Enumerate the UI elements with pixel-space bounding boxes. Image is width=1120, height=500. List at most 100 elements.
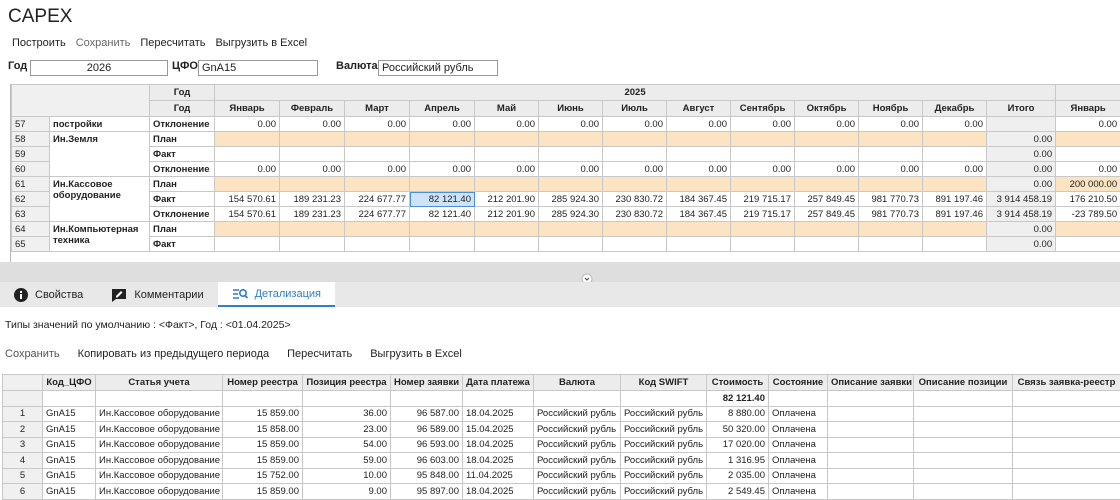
toolbar-button[interactable]: Выгрузить в Excel	[370, 348, 462, 360]
value-cell[interactable]	[538, 146, 603, 162]
detail-cell[interactable]: Ин.Кассовое оборудование	[95, 436, 223, 453]
value-cell[interactable]: 0.00	[409, 161, 475, 177]
value-cell[interactable]	[858, 176, 923, 192]
detail-cell[interactable]: Российский рубль	[620, 436, 707, 453]
value-cell[interactable]	[409, 131, 475, 147]
detail-cell[interactable]: Российский рубль	[620, 421, 707, 438]
detail-cell[interactable]: 11.04.2025	[462, 467, 534, 484]
value-cell[interactable]	[344, 236, 410, 252]
detail-cell[interactable]	[1012, 436, 1120, 453]
detail-cell[interactable]: 8 880.00	[706, 405, 769, 422]
detail-cell[interactable]	[827, 405, 914, 422]
value-cell[interactable]: 981 770.73	[858, 191, 923, 207]
value-cell[interactable]	[922, 131, 987, 147]
value-cell[interactable]: 891 197.46	[922, 191, 987, 207]
value-cell[interactable]: 257 849.45	[794, 206, 859, 222]
detail-cell[interactable]: 15 859.00	[222, 452, 303, 469]
value-cell[interactable]: 0.00	[666, 161, 731, 177]
toolbar-button[interactable]: Построить	[12, 37, 66, 49]
toolbar-button[interactable]: Выгрузить в Excel	[215, 37, 308, 49]
value-cell[interactable]: 200 000.00	[1055, 176, 1120, 192]
detail-cell[interactable]: Российский рубль	[533, 452, 621, 469]
detail-cell[interactable]: 95 897.00	[390, 483, 463, 500]
value-cell[interactable]: 219 715.17	[730, 191, 795, 207]
value-cell[interactable]	[858, 131, 923, 147]
value-cell[interactable]	[538, 131, 603, 147]
value-cell[interactable]	[602, 176, 667, 192]
value-cell[interactable]: 0.00	[1055, 161, 1120, 177]
value-cell[interactable]	[474, 131, 539, 147]
value-cell[interactable]: 154 570.61	[214, 191, 280, 207]
value-cell[interactable]	[858, 146, 923, 162]
value-cell[interactable]	[602, 221, 667, 237]
value-cell[interactable]: 0.00	[538, 116, 603, 132]
detail-cell[interactable]: 2 549.45	[706, 483, 769, 500]
value-cell[interactable]: 82 121.40	[409, 191, 475, 207]
detail-cell[interactable]	[827, 483, 914, 500]
detail-cell[interactable]: Ин.Кассовое оборудование	[95, 467, 223, 484]
detail-cell[interactable]: Российский рубль	[620, 452, 707, 469]
detail-cell[interactable]: Оплачена	[768, 436, 828, 453]
value-cell[interactable]	[409, 146, 475, 162]
value-cell[interactable]	[279, 221, 345, 237]
value-cell[interactable]	[474, 221, 539, 237]
value-cell[interactable]	[1055, 131, 1120, 147]
detail-cell[interactable]: Российский рубль	[533, 421, 621, 438]
value-cell[interactable]: 891 197.46	[922, 206, 987, 222]
detail-cell[interactable]: 15.04.2025	[462, 421, 534, 438]
value-cell[interactable]: 189 231.23	[279, 206, 345, 222]
detail-cell[interactable]: 15 858.00	[222, 421, 303, 438]
detail-cell[interactable]: Оплачена	[768, 405, 828, 422]
value-cell[interactable]	[602, 236, 667, 252]
detail-cell[interactable]: 96 603.00	[390, 452, 463, 469]
detail-cell[interactable]: 59.00	[302, 452, 391, 469]
value-cell[interactable]	[730, 146, 795, 162]
detail-cell[interactable]: GnA15	[42, 452, 96, 469]
value-cell[interactable]: 0.00	[858, 161, 923, 177]
value-cell[interactable]: 184 367.45	[666, 206, 731, 222]
detail-cell[interactable]	[913, 421, 1013, 438]
value-cell[interactable]: 224 677.77	[344, 191, 410, 207]
detail-cell[interactable]: Ин.Кассовое оборудование	[95, 421, 223, 438]
detail-cell[interactable]: 18.04.2025	[462, 436, 534, 453]
value-cell[interactable]: 0.00	[279, 116, 345, 132]
detail-cell[interactable]	[827, 467, 914, 484]
value-cell[interactable]	[730, 221, 795, 237]
value-cell[interactable]	[794, 221, 859, 237]
value-cell[interactable]	[794, 236, 859, 252]
detail-cell[interactable]: 96 587.00	[390, 405, 463, 422]
value-cell[interactable]: 82 121.40	[409, 206, 475, 222]
year-input[interactable]: 2026	[30, 60, 168, 76]
detail-cell[interactable]: Российский рубль	[533, 467, 621, 484]
detail-cell[interactable]	[913, 436, 1013, 453]
detail-cell[interactable]: Ин.Кассовое оборудование	[95, 405, 223, 422]
value-cell[interactable]	[602, 131, 667, 147]
value-cell[interactable]	[666, 131, 731, 147]
detail-cell[interactable]: 23.00	[302, 421, 391, 438]
splitter[interactable]	[0, 262, 1120, 285]
value-cell[interactable]	[666, 146, 731, 162]
detail-cell[interactable]: GnA15	[42, 467, 96, 484]
value-cell[interactable]	[922, 221, 987, 237]
value-cell[interactable]	[730, 176, 795, 192]
value-cell[interactable]: 0.00	[666, 116, 731, 132]
value-cell[interactable]	[474, 146, 539, 162]
value-cell[interactable]: 0.00	[602, 161, 667, 177]
value-cell[interactable]	[538, 236, 603, 252]
detail-cell[interactable]: 15 859.00	[222, 436, 303, 453]
value-cell[interactable]	[344, 146, 410, 162]
value-cell[interactable]	[666, 221, 731, 237]
detail-cell[interactable]	[1012, 467, 1120, 484]
value-cell[interactable]	[922, 176, 987, 192]
value-cell[interactable]	[538, 176, 603, 192]
value-cell[interactable]: 0.00	[279, 161, 345, 177]
value-cell[interactable]	[279, 236, 345, 252]
value-cell[interactable]: 176 210.50	[1055, 191, 1120, 207]
detail-cell[interactable]: Российский рубль	[533, 483, 621, 500]
detail-cell[interactable]	[1012, 421, 1120, 438]
value-cell[interactable]	[214, 221, 280, 237]
value-cell[interactable]	[1055, 221, 1120, 237]
detail-cell[interactable]	[827, 421, 914, 438]
detail-cell[interactable]: Оплачена	[768, 452, 828, 469]
detail-cell[interactable]	[913, 467, 1013, 484]
